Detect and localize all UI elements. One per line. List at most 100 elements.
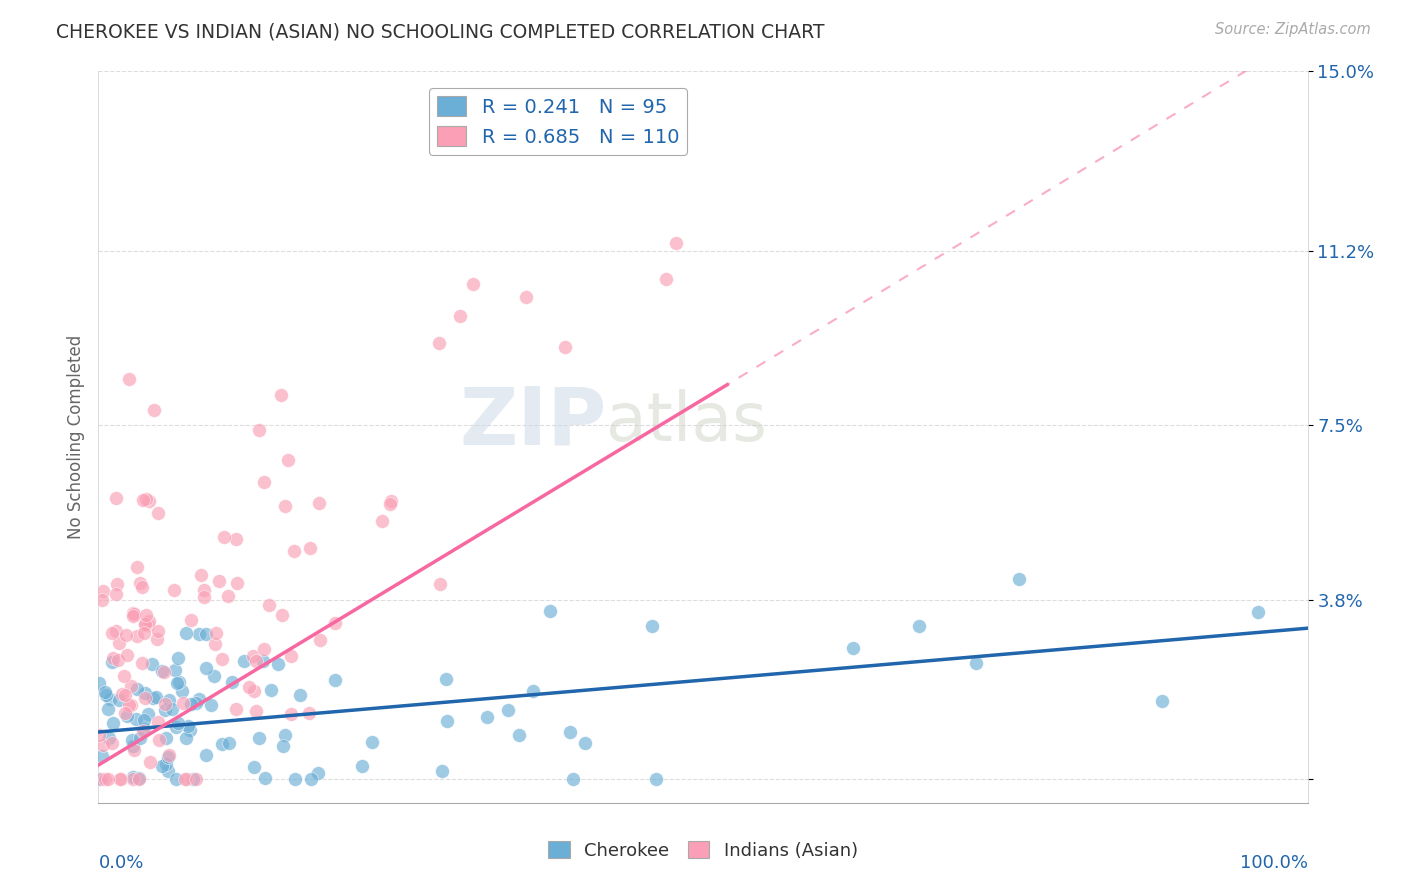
Point [91,749,114,764]
Point [427,336,450,351]
Point [176,719,198,733]
Point [323,673,346,688]
Point [307,766,329,780]
Point [184,772,207,786]
Point [298,706,321,720]
Point [174,626,197,640]
Point [165,772,187,787]
Point [115,628,138,642]
Point [91,739,114,753]
Point [190,567,212,582]
Text: 100.0%: 100.0% [1240,854,1308,872]
Point [211,737,233,751]
Point [120,698,142,712]
Point [429,577,451,591]
Point [247,731,270,746]
Point [111,687,134,701]
Point [172,696,194,710]
Point [270,387,292,401]
Point [117,372,139,386]
Point [134,713,156,727]
Point [125,560,148,574]
Point [128,772,150,786]
Point [131,657,153,671]
Point [136,707,159,722]
Point [96,689,118,703]
Point [132,492,155,507]
Point [260,683,283,698]
Point [145,690,167,705]
Point [267,657,290,671]
Point [135,492,157,507]
Point [280,706,302,721]
Point [271,739,294,754]
Point [554,340,576,354]
Point [225,576,247,591]
Point [436,714,458,728]
Point [142,690,165,705]
Point [94,772,117,787]
Point [270,608,292,623]
Point [134,625,156,640]
Point [254,771,277,785]
Point [101,626,124,640]
Point [87,728,110,742]
Text: atlas: atlas [606,390,768,456]
Point [194,661,217,675]
Point [117,708,139,723]
Point [515,290,537,304]
Point [665,235,688,250]
Point [288,688,311,702]
Y-axis label: No Schooling Completed: No Schooling Completed [66,335,84,539]
Point [1008,572,1031,586]
Point [562,772,585,787]
Point [87,676,110,690]
Point [361,735,384,749]
Point [212,530,235,544]
Point [155,756,177,771]
Point [122,607,145,621]
Point [508,728,530,742]
Point [87,772,110,787]
Point [908,619,931,633]
Point [138,755,160,769]
Point [105,624,128,639]
Point [180,613,202,627]
Point [122,609,145,624]
Point [134,618,156,632]
Point [132,724,155,739]
Point [165,720,187,734]
Point [172,684,194,698]
Point [129,576,152,591]
Point [122,770,145,784]
Point [160,702,183,716]
Point [98,731,121,745]
Point [122,739,145,753]
Point [120,679,142,693]
Point [238,680,260,694]
Point [842,640,865,655]
Point [371,514,394,528]
Point [280,648,302,663]
Point [157,693,180,707]
Point [186,696,208,710]
Point [122,772,145,787]
Point [108,693,131,707]
Point [218,736,240,750]
Point [308,632,330,647]
Point [101,715,124,730]
Point [146,714,169,729]
Point [253,475,276,489]
Point [135,608,157,623]
Point [91,592,114,607]
Point [274,728,297,742]
Point [277,453,299,467]
Point [167,651,190,665]
Point [125,712,148,726]
Point [176,772,198,787]
Point [101,736,124,750]
Point [90,772,112,787]
Point [94,684,117,698]
Point [173,772,195,787]
Point [323,615,346,630]
